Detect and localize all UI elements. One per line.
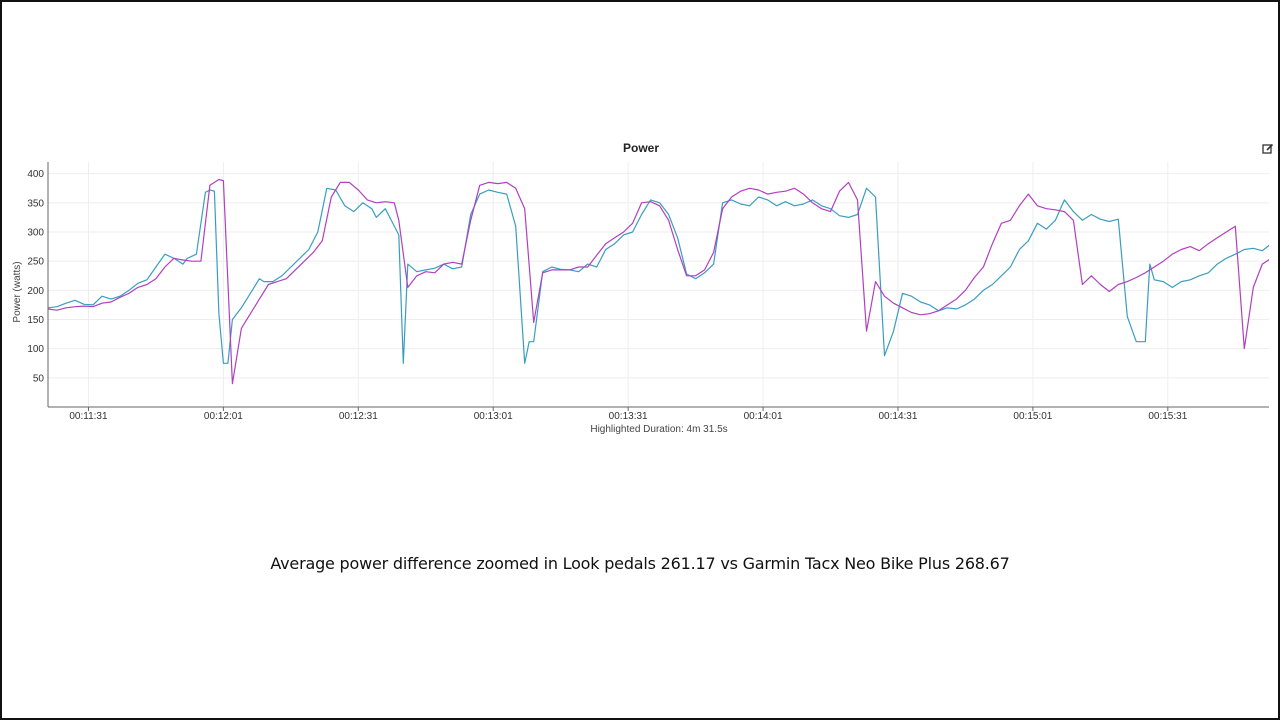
y-tick-label: 100: [27, 344, 44, 355]
x-tick-label: 00:14:31: [879, 411, 918, 422]
x-tick-label: 00:15:31: [1148, 411, 1187, 422]
x-tick-label: 00:12:01: [204, 411, 243, 422]
x-tick-label: 00:13:31: [609, 411, 648, 422]
x-tick-label: 00:14:01: [744, 411, 783, 422]
y-tick-label: 50: [33, 373, 45, 384]
chart-title: Power: [623, 141, 659, 155]
y-axis-title: Power (watts): [12, 261, 23, 322]
caption: Average power difference zoomed in Look …: [270, 554, 1010, 573]
tick-labels: 50 100 150 200 250 300 350 400 00:11:31 00:12:01 0…: [27, 169, 1187, 422]
y-tick-label: 350: [27, 198, 44, 209]
y-tick-label: 400: [27, 169, 44, 180]
y-tick-label: 200: [27, 286, 44, 297]
y-tick-label: 250: [27, 257, 44, 268]
axes: [47, 162, 1269, 408]
edit-icon[interactable]: [1262, 143, 1274, 155]
x-tick-label: 00:12:31: [339, 411, 378, 422]
y-tick-label: 150: [27, 315, 44, 326]
x-tick-label: 00:11:31: [69, 411, 108, 422]
gridlines: [48, 162, 1269, 407]
x-tick-label: 00:13:01: [474, 411, 513, 422]
x-axis-title: Highlighted Duration: 4m 31.5s: [590, 424, 727, 435]
y-tick-label: 300: [27, 228, 44, 239]
series-line-0: [48, 187, 1269, 364]
series-line-1: [48, 178, 1269, 385]
x-tick-label: 00:15:01: [1013, 411, 1052, 422]
series-layer: [48, 178, 1269, 385]
